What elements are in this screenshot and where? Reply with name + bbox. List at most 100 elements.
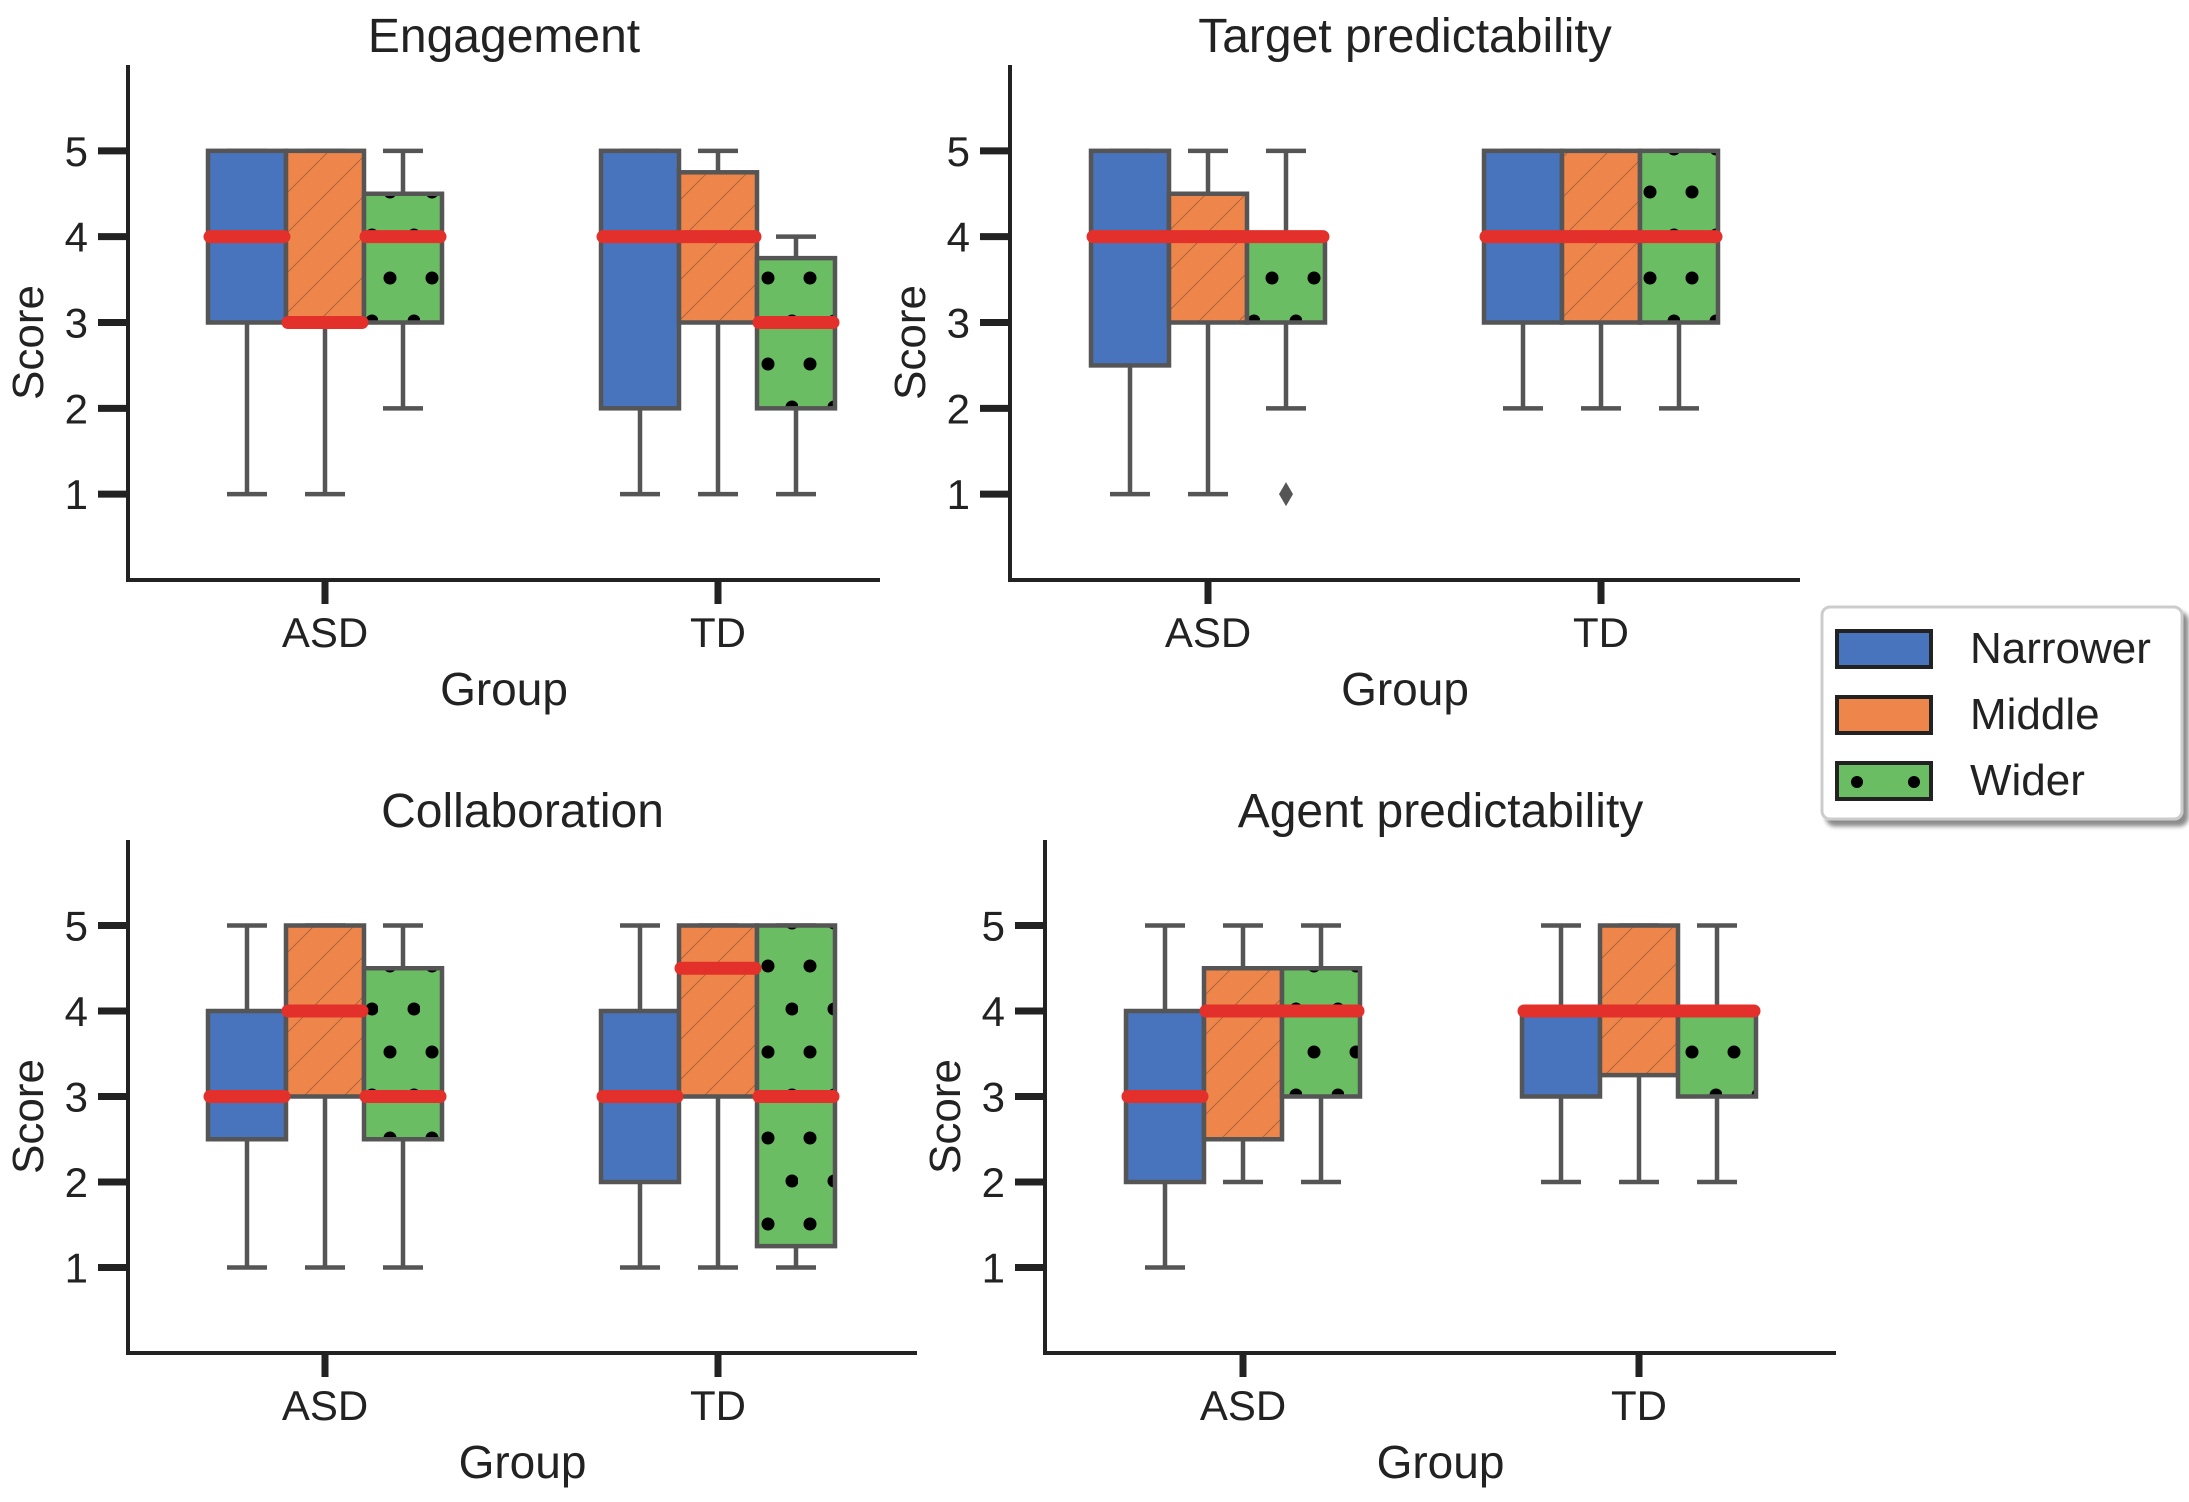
legend-dot	[1851, 776, 1863, 788]
y-tick-label: 4	[65, 214, 88, 261]
x-tick-label: ASD	[282, 609, 368, 656]
panel-0: Engagement 1 2 3 4 5 ASD TD Group Score	[4, 10, 880, 715]
box-body	[601, 150, 679, 409]
box-hatch	[757, 925, 835, 1247]
box-wider-td	[1675, 923, 1759, 1185]
y-axis-label: Score	[4, 285, 53, 400]
chart-panels: Engagement 1 2 3 4 5 ASD TD Group Score Target pre…	[4, 10, 1836, 1488]
box-outline	[754, 923, 838, 1249]
panel-2: Collaboration 1 2 3 4 5 ASD TD Group Score	[4, 785, 917, 1488]
box-wider-asd	[361, 148, 445, 411]
y-tick-label: 2	[65, 385, 88, 432]
box-wider-asd	[1244, 148, 1328, 507]
x-tick-label: ASD	[1200, 1382, 1286, 1429]
x-axis-label: Group	[459, 1436, 587, 1488]
box-middle-td	[1559, 148, 1643, 411]
x-axis-label: Group	[440, 663, 568, 715]
x-axis-label: Group	[1377, 1436, 1505, 1488]
chart-title: Engagement	[368, 10, 640, 63]
box-middle-asd	[1166, 148, 1250, 497]
box-hatch	[679, 925, 757, 1097]
box-hatch	[286, 150, 364, 323]
box-narrower-td	[1519, 923, 1603, 1185]
box-outline	[1597, 923, 1681, 1078]
x-tick-label: ASD	[1165, 609, 1251, 656]
y-axis-label: Score	[886, 285, 935, 400]
y-tick-label: 3	[982, 1074, 1005, 1121]
box-narrower-asd	[205, 923, 289, 1270]
chart-title: Collaboration	[381, 785, 664, 838]
box-outline	[361, 191, 445, 325]
y-tick-label: 2	[65, 1159, 88, 1206]
y-tick-label: 4	[982, 988, 1005, 1035]
y-axis-label: Score	[921, 1059, 970, 1174]
box-body	[1091, 150, 1169, 366]
legend-label: Middle	[1970, 690, 2100, 739]
box-hatch	[1204, 968, 1282, 1140]
box-narrower-td	[1481, 148, 1565, 411]
y-tick-label: 3	[65, 1074, 88, 1121]
legend-label: Narrower	[1970, 624, 2151, 673]
box-outline	[676, 170, 760, 325]
box-narrower-td	[598, 148, 682, 497]
box-narrower-asd	[205, 148, 289, 497]
legend-entry-narrower: Narrower	[1835, 624, 2151, 673]
box-wider-td	[754, 234, 838, 497]
panel-3: Agent predictability 1 2 3 4 5 ASD TD Group Score	[921, 785, 1836, 1488]
box-outline	[754, 255, 838, 411]
outlier-point	[1279, 482, 1293, 507]
box-outline	[1279, 966, 1363, 1099]
box-wider-td	[754, 923, 838, 1270]
box-wider-asd	[1279, 923, 1363, 1185]
box-middle-td	[1597, 923, 1681, 1185]
box-hatch	[1169, 193, 1247, 323]
box-hatch	[364, 968, 442, 1140]
legend-entry-middle: Middle	[1835, 690, 2100, 739]
x-axis-label: Group	[1341, 663, 1469, 715]
x-tick-label: TD	[690, 609, 746, 656]
panel-1: Target predictability 1 2 3 4 5 ASD TD Group Scor…	[886, 10, 1800, 715]
box-hatch	[1282, 968, 1360, 1097]
y-tick-label: 1	[65, 471, 88, 518]
chart-title: Target predictability	[1198, 10, 1612, 63]
x-tick-label: TD	[1573, 609, 1629, 656]
box-hatch	[364, 193, 442, 323]
x-tick-label: TD	[690, 1382, 746, 1429]
x-tick-label: TD	[1611, 1382, 1667, 1429]
box-hatch	[679, 172, 757, 323]
y-tick-label: 1	[947, 471, 970, 518]
box-narrower-asd	[1088, 148, 1172, 497]
box-middle-asd	[283, 923, 367, 1270]
box-wider-asd	[361, 923, 445, 1270]
chart-title: Agent predictability	[1238, 785, 1644, 838]
box-middle-asd	[1201, 923, 1285, 1185]
box-outline	[361, 966, 445, 1142]
legend-swatch-outline	[1835, 629, 1933, 669]
box-middle-td	[676, 923, 760, 1270]
box-hatch	[1247, 236, 1325, 323]
y-tick-label: 4	[65, 988, 88, 1035]
legend-swatch-outline	[1835, 761, 1933, 801]
legend-dot	[1908, 776, 1920, 788]
y-axis-label: Score	[4, 1059, 53, 1174]
y-tick-label: 3	[65, 300, 88, 347]
legend-swatch-outline	[1835, 695, 1933, 735]
legend-swatch	[1837, 697, 1931, 733]
legend-label: Wider	[1970, 756, 2085, 805]
y-tick-label: 2	[947, 385, 970, 432]
legend-swatch	[1837, 631, 1931, 667]
box-hatch	[757, 258, 835, 409]
x-tick-label: ASD	[282, 1382, 368, 1429]
y-tick-label: 3	[947, 300, 970, 347]
y-tick-label: 1	[65, 1245, 88, 1292]
y-tick-label: 2	[982, 1159, 1005, 1206]
box-body	[208, 1011, 286, 1140]
y-tick-label: 5	[65, 128, 88, 175]
box-wider-td	[1637, 148, 1721, 411]
y-tick-label: 4	[947, 214, 970, 261]
legend-entry-wider: Wider	[1835, 756, 2085, 805]
legend: Narrower Middle Wider	[1820, 605, 2184, 821]
box-body	[1522, 1011, 1600, 1097]
y-tick-label: 5	[65, 903, 88, 950]
